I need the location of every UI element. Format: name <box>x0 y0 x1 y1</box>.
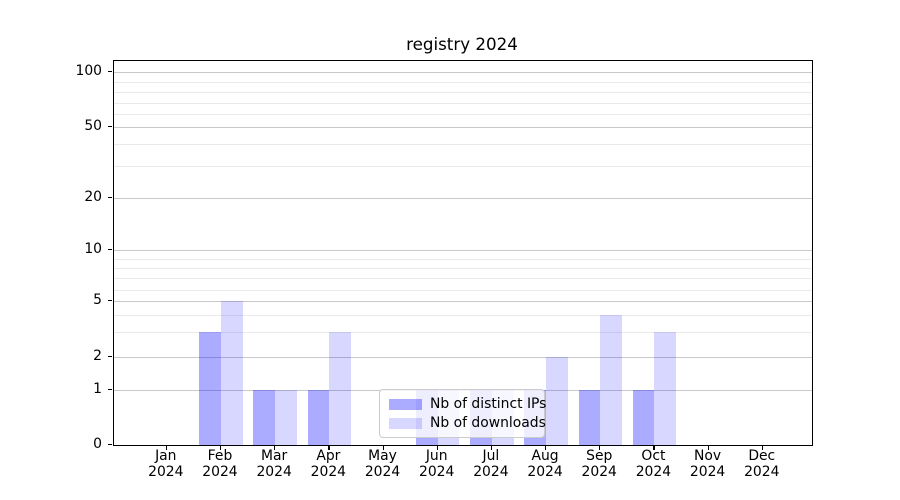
x-axis-tick-label: Apr 2024 <box>310 448 346 480</box>
x-axis-tick-label: Nov 2024 <box>689 448 726 480</box>
x-axis-tick-label: Dec 2024 <box>744 448 780 480</box>
bar-distinct-ips <box>199 332 221 445</box>
x-tick-mark <box>382 445 384 450</box>
plot-area <box>113 60 813 446</box>
bar-distinct-ips <box>578 390 601 445</box>
y-tick-mark <box>108 356 112 358</box>
x-axis-tick-label: Sep 2024 <box>581 448 617 480</box>
gridline-major <box>114 198 812 199</box>
y-tick-mark <box>108 126 112 128</box>
y-axis-tick-label: 0 <box>93 436 102 452</box>
gridline-minor <box>114 332 812 333</box>
y-axis-tick-label: 50 <box>84 118 102 134</box>
chart-title: registry 2024 <box>406 34 518 54</box>
bar-downloads <box>654 332 677 445</box>
x-tick-mark <box>490 445 493 450</box>
legend-swatch-downloads <box>389 417 422 429</box>
gridline-minor <box>114 144 812 145</box>
y-axis-tick-label: 2 <box>93 348 102 364</box>
bar-distinct-ips <box>632 390 655 445</box>
bar-downloads <box>600 315 622 445</box>
x-axis-tick-label: Jul 2024 <box>473 448 509 480</box>
bar-downloads <box>329 332 352 445</box>
y-tick-mark <box>108 300 112 302</box>
x-axis-tick-label: Mar 2024 <box>256 448 292 480</box>
y-tick-mark <box>108 249 112 251</box>
gridline-minor <box>114 268 812 269</box>
gridline-minor <box>114 166 812 167</box>
legend-label-downloads: Nb of downloads <box>430 414 546 431</box>
bar-distinct-ips <box>253 390 276 445</box>
bar-downloads <box>220 301 243 445</box>
y-axis-tick-label: 10 <box>84 241 102 257</box>
y-axis-tick-label: 5 <box>93 292 102 308</box>
x-tick-mark <box>653 445 655 450</box>
y-tick-mark <box>108 389 112 391</box>
x-tick-mark <box>328 445 330 450</box>
gridline-minor <box>114 315 812 316</box>
y-tick-mark <box>108 197 112 199</box>
x-axis-tick-label: Jun 2024 <box>419 448 455 480</box>
gridline-minor <box>114 82 812 83</box>
y-tick-mark <box>108 71 112 73</box>
x-axis-tick-label: Jan 2024 <box>148 448 184 480</box>
legend-entry-distinct-ips: Nb of distinct IPs <box>380 395 547 412</box>
y-tick-mark <box>108 444 112 446</box>
legend-entry-downloads: Nb of downloads <box>380 414 546 431</box>
gridline-minor <box>114 103 812 104</box>
x-tick-mark <box>707 445 709 450</box>
gridline-minor <box>114 278 812 279</box>
legend: Nb of distinct IPs Nb of downloads <box>379 389 547 438</box>
gridline-minor <box>114 290 812 291</box>
y-axis-tick-label: 1 <box>93 381 102 397</box>
x-axis-tick-label: Aug 2024 <box>527 448 563 480</box>
legend-label-distinct-ips: Nb of distinct IPs <box>430 395 547 412</box>
x-tick-mark <box>599 445 601 450</box>
bar-distinct-ips <box>307 390 330 445</box>
gridline-major <box>114 301 812 302</box>
x-tick-mark <box>436 445 438 450</box>
gridline-major <box>114 357 812 358</box>
x-tick-mark <box>219 445 222 450</box>
gridline-major <box>114 72 812 73</box>
y-axis-tick-label: 100 <box>75 63 102 79</box>
x-axis-tick-label: May 2024 <box>364 448 401 480</box>
x-tick-mark <box>545 445 547 450</box>
x-tick-mark <box>761 445 763 450</box>
bar-downloads <box>546 357 568 445</box>
gridline-minor <box>114 259 812 260</box>
x-tick-mark <box>165 445 167 450</box>
y-axis-tick-label: 20 <box>84 189 102 205</box>
bar-downloads <box>275 390 297 445</box>
x-axis-tick-label: Oct 2024 <box>635 448 672 480</box>
gridline-major <box>114 127 812 128</box>
gridline-minor <box>114 114 812 115</box>
legend-swatch-distinct-ips <box>389 398 422 410</box>
gridline-major <box>114 250 812 251</box>
x-tick-mark <box>274 445 276 450</box>
x-axis-tick-label: Feb 2024 <box>202 448 238 480</box>
gridline-minor <box>114 92 812 93</box>
